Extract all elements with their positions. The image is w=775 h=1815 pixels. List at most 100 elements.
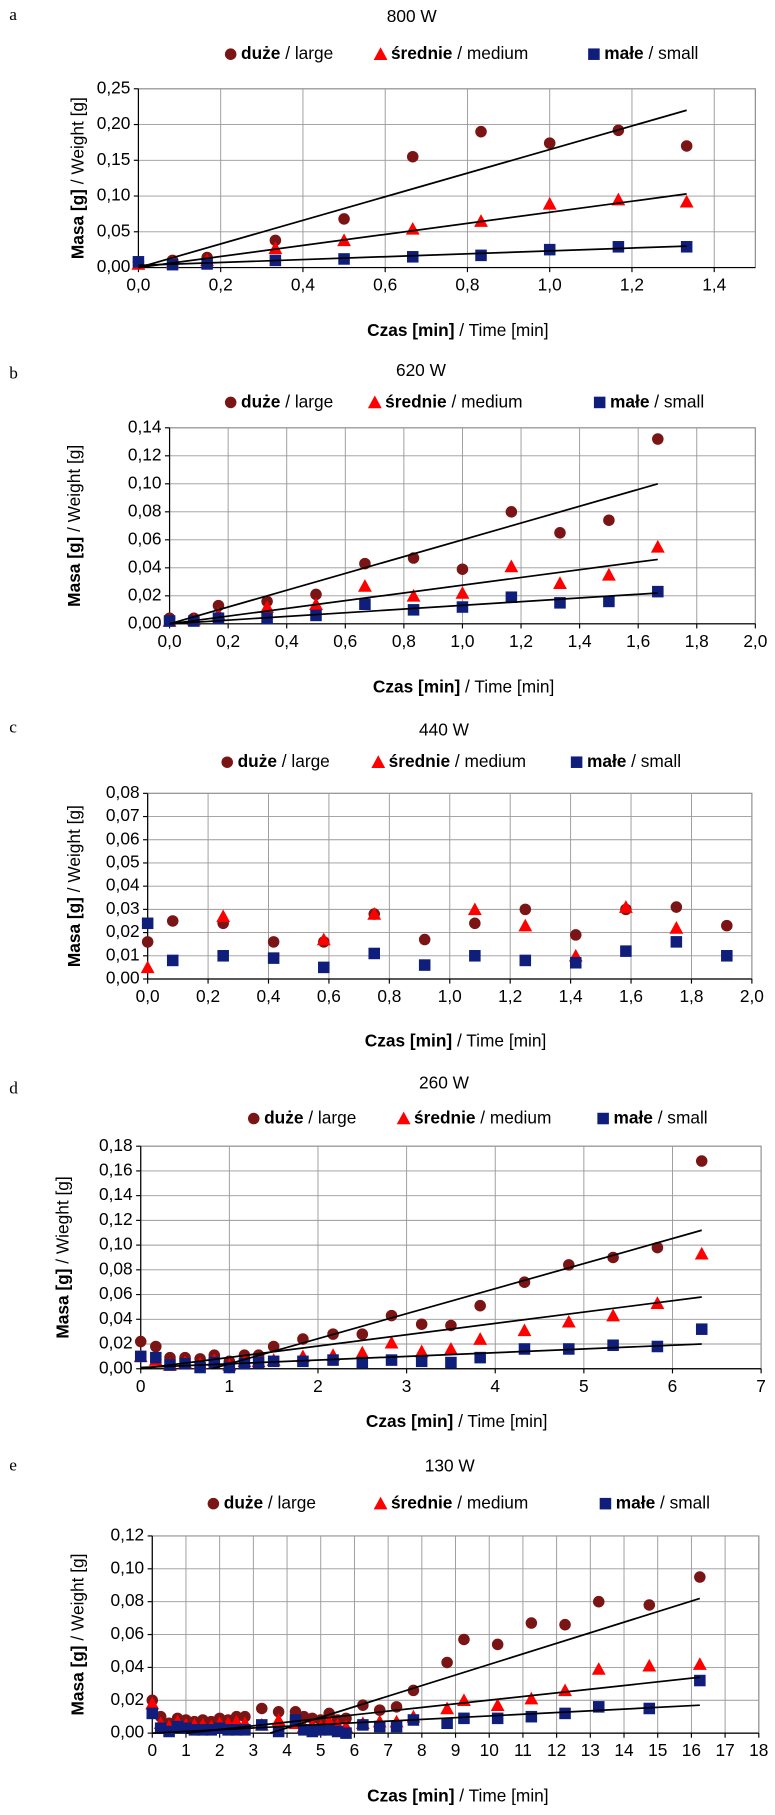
data-point: [474, 1351, 486, 1364]
y-tick-label: 0,06: [106, 828, 140, 848]
data-point: [166, 954, 179, 967]
x-tick-label: 1: [225, 1376, 235, 1396]
data-point: [592, 1701, 605, 1713]
data-point: [670, 901, 683, 913]
data-point: [456, 563, 469, 575]
y-tick-label: 0,05: [97, 220, 131, 240]
data-point: [385, 1354, 398, 1366]
data-point: [669, 921, 684, 934]
legend-label: duże / large: [224, 1492, 316, 1512]
y-tick-label: 0,10: [97, 185, 131, 205]
trend-line: [211, 1229, 702, 1370]
data-point: [217, 950, 229, 962]
legend-label: średnie / medium: [389, 751, 526, 771]
trend-line: [138, 109, 687, 269]
chart-title: 260 W: [419, 1072, 470, 1092]
legend-label: duże / large: [238, 751, 330, 771]
data-point: [359, 598, 371, 610]
legend-label: średnie / medium: [391, 43, 528, 63]
legend-marker: [371, 755, 386, 768]
data-point: [384, 1335, 399, 1349]
trend-line: [269, 1597, 701, 1734]
panel-label: d: [9, 1079, 18, 1098]
data-point: [340, 1727, 352, 1739]
data-point: [721, 919, 733, 932]
data-point: [652, 433, 664, 445]
legend-label: średnie / medium: [385, 391, 522, 411]
y-tick-label: 0,14: [99, 1184, 133, 1204]
y-tick-label: 0,06: [111, 1623, 145, 1643]
x-tick-label: 11: [514, 1740, 532, 1760]
legend-marker: [224, 48, 237, 60]
x-tick-label: 3: [402, 1376, 412, 1396]
x-tick-label: 1,2: [620, 275, 644, 295]
data-point: [338, 213, 350, 225]
y-tick-label: 0,00: [97, 256, 131, 276]
y-tick-label: 0,02: [128, 584, 162, 604]
data-point: [216, 909, 231, 923]
data-point: [268, 241, 283, 254]
data-point: [475, 125, 487, 138]
y-tick-label: 0,02: [111, 1689, 145, 1709]
y-tick-label: 0,20: [97, 113, 131, 133]
y-tick-label: 0,01: [106, 944, 140, 964]
data-point: [559, 1707, 571, 1720]
data-point: [407, 604, 420, 616]
x-tick-label: 1,8: [685, 631, 709, 651]
legend-label: małe / small: [604, 43, 698, 63]
legend-label: średnie / medium: [414, 1107, 551, 1127]
data-point: [721, 950, 733, 962]
x-tick-label: 6: [668, 1376, 678, 1396]
data-point: [318, 961, 330, 974]
data-point: [418, 933, 431, 946]
data-point: [306, 1725, 319, 1738]
x-tick-label: 1,4: [702, 275, 726, 295]
x-tick-label: 1,8: [679, 986, 703, 1006]
data-point: [414, 1344, 429, 1358]
data-point: [132, 256, 145, 268]
x-tick-label: 0,6: [317, 986, 341, 1006]
data-point: [650, 539, 665, 553]
data-point: [490, 1698, 505, 1711]
data-point: [406, 588, 421, 602]
data-point: [355, 1345, 370, 1359]
data-point: [475, 249, 487, 262]
chart-title: 800 W: [387, 6, 438, 26]
y-tick-label: 0,12: [99, 1209, 133, 1229]
data-point: [469, 950, 481, 962]
data-point: [569, 929, 582, 941]
y-tick-label: 0,15: [97, 149, 131, 169]
data-point: [272, 1706, 285, 1718]
data-point: [239, 1724, 251, 1736]
data-point: [141, 936, 154, 948]
x-tick-label: 0,2: [196, 986, 220, 1006]
data-point: [260, 600, 275, 613]
data-point: [592, 1595, 605, 1608]
plot-area: [140, 1145, 762, 1370]
x-axis-title: Czas [min] / Time [min]: [373, 676, 555, 696]
data-point: [145, 1696, 160, 1710]
y-tick-label: 0,10: [128, 472, 162, 492]
data-point: [331, 1725, 344, 1738]
x-tick-label: 15: [648, 1740, 667, 1760]
x-tick-label: 0,4: [256, 986, 280, 1006]
y-tick-label: 0,02: [99, 1333, 133, 1353]
panel-label: b: [9, 364, 18, 383]
trend-line: [138, 193, 687, 269]
y-tick-label: 0,04: [106, 875, 140, 895]
data-point: [356, 1356, 369, 1369]
x-tick-label: 12: [547, 1740, 566, 1760]
legend-label: małe / small: [614, 1107, 708, 1127]
trend-line: [169, 482, 659, 625]
y-tick-label: 0,08: [111, 1590, 145, 1610]
x-axis-title: Czas [min] / Time [min]: [367, 1785, 548, 1805]
y-axis-title: Masa [g] / Wieght [g]: [52, 1176, 72, 1338]
data-point: [180, 1722, 192, 1734]
legend-marker: [373, 47, 388, 60]
data-point: [373, 1704, 386, 1716]
panel-label: c: [9, 718, 17, 737]
legend-marker: [599, 1497, 612, 1510]
data-point: [289, 1714, 302, 1726]
x-axis-title: Czas [min] / Time [min]: [367, 320, 548, 340]
y-axis-title: Masa [g] / Weight [g]: [67, 97, 87, 259]
